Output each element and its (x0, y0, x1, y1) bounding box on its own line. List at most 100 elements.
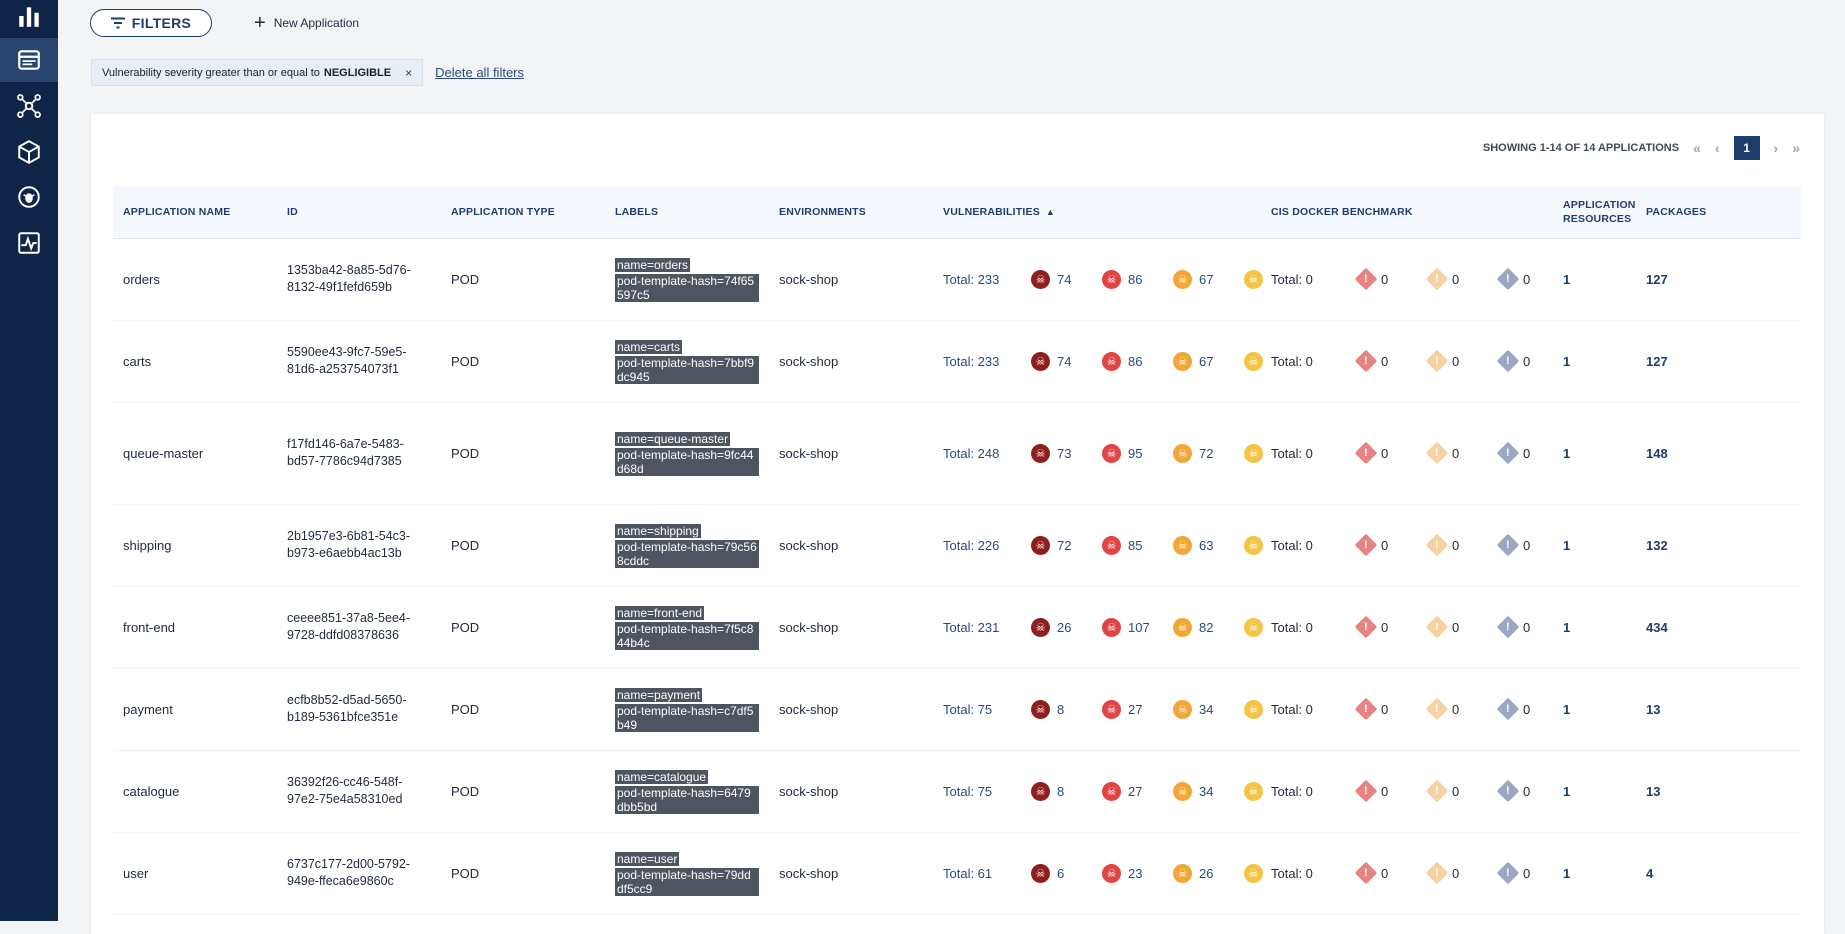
app-packages[interactable]: 434 (1646, 619, 1668, 635)
cis-note[interactable]: ! 0 (1496, 320, 1530, 402)
vuln-critical[interactable]: ☠ 26 (1031, 586, 1071, 668)
vuln-total[interactable]: Total: 226 (943, 537, 1000, 553)
vuln-high[interactable]: ☠ 86 (1102, 320, 1142, 402)
cis-warn[interactable]: ! 0 (1354, 402, 1388, 504)
column-header-name[interactable]: APPLICATION NAME (123, 206, 231, 218)
cis-info[interactable]: ! 0 (1425, 320, 1459, 402)
nav-packages[interactable] (0, 130, 58, 174)
vuln-low[interactable]: ☠ (1244, 402, 1263, 504)
vuln-low[interactable]: ☠ (1244, 586, 1263, 668)
cis-total[interactable]: Total: 0 (1271, 353, 1313, 369)
app-packages[interactable]: 148 (1646, 445, 1668, 461)
app-packages[interactable]: 127 (1646, 271, 1668, 287)
vuln-medium[interactable]: ☠ 82 (1173, 586, 1213, 668)
cis-total[interactable]: Total: 0 (1271, 783, 1313, 799)
app-packages[interactable]: 127 (1646, 353, 1668, 369)
vuln-critical[interactable]: ☠ 74 (1031, 238, 1071, 320)
app-name[interactable]: catalogue (123, 783, 180, 799)
cis-info[interactable]: ! 0 (1425, 668, 1459, 750)
app-resources[interactable]: 1 (1563, 619, 1571, 635)
nav-monitoring[interactable] (0, 221, 58, 265)
first-page-icon[interactable]: « (1693, 140, 1701, 156)
cis-info[interactable]: ! 0 (1425, 586, 1459, 668)
cis-total[interactable]: Total: 0 (1271, 701, 1313, 717)
vuln-low[interactable]: ☠ (1244, 750, 1263, 832)
vuln-total[interactable]: Total: 231 (943, 619, 1000, 635)
app-name[interactable]: orders (123, 271, 160, 287)
cis-info[interactable]: ! 0 (1425, 238, 1459, 320)
cis-info[interactable]: ! 0 (1425, 750, 1459, 832)
table-row[interactable]: orders 1353ba42-8a85-5d76- 8132-49f1fefd6… (113, 238, 1801, 321)
column-header-labels[interactable]: LABELS (615, 206, 659, 218)
next-page-icon[interactable]: › (1773, 140, 1779, 156)
vuln-medium[interactable]: ☠ 67 (1173, 320, 1213, 402)
table-row[interactable]: catalogue 36392f26-cc46-548f- 97e2-75e4a5… (113, 750, 1801, 833)
nav-network[interactable] (0, 84, 58, 128)
cis-info[interactable]: ! 0 (1425, 402, 1459, 504)
app-packages[interactable]: 13 (1646, 701, 1661, 717)
cis-total[interactable]: Total: 0 (1271, 865, 1313, 881)
cis-total[interactable]: Total: 0 (1271, 271, 1313, 287)
cis-note[interactable]: ! 0 (1496, 586, 1530, 668)
vuln-medium[interactable]: ☠ 26 (1173, 832, 1213, 914)
cis-warn[interactable]: ! 0 (1354, 586, 1388, 668)
column-header-id[interactable]: ID (287, 206, 298, 218)
current-page-button[interactable]: 1 (1733, 136, 1760, 160)
cis-warn[interactable]: ! 0 (1354, 504, 1388, 586)
vuln-medium[interactable]: ☠ 72 (1173, 402, 1213, 504)
column-header-vulnerabilities[interactable]: VULNERABILITIES ▲ (943, 186, 1055, 238)
table-row[interactable]: queue-master f17fd146-6a7e-5483- bd57-778… (113, 402, 1801, 505)
cis-warn[interactable]: ! 0 (1354, 750, 1388, 832)
vuln-total[interactable]: Total: 248 (943, 445, 1000, 461)
vuln-medium[interactable]: ☠ 34 (1173, 668, 1213, 750)
cis-info[interactable]: ! 0 (1425, 832, 1459, 914)
table-row[interactable]: front-end ceeee851-37a8-5ee4- 9728-ddfd08… (113, 586, 1801, 669)
app-name[interactable]: queue-master (123, 445, 204, 461)
app-packages[interactable]: 132 (1646, 537, 1668, 553)
cis-total[interactable]: Total: 0 (1271, 445, 1313, 461)
app-packages[interactable]: 13 (1646, 783, 1661, 799)
column-header-type[interactable]: APPLICATION TYPE (451, 206, 555, 218)
vuln-high[interactable]: ☠ 86 (1102, 238, 1142, 320)
nav-dashboard[interactable] (0, 0, 58, 38)
app-resources[interactable]: 1 (1563, 271, 1571, 287)
cis-warn[interactable]: ! 0 (1354, 832, 1388, 914)
vuln-critical[interactable]: ☠ 8 (1031, 750, 1064, 832)
column-header-cis-benchmark[interactable]: CIS DOCKER BENCHMARK (1271, 206, 1413, 218)
vuln-medium[interactable]: ☠ 67 (1173, 238, 1213, 320)
cis-info[interactable]: ! 0 (1425, 504, 1459, 586)
table-row[interactable]: payment ecfb8b52-d5ad-5650- b189-5361bfce… (113, 668, 1801, 751)
app-resources[interactable]: 1 (1563, 865, 1571, 881)
vuln-low[interactable]: ☠ (1244, 320, 1263, 402)
nav-vulnerabilities[interactable] (0, 175, 58, 219)
last-page-icon[interactable]: » (1792, 140, 1800, 156)
vuln-critical[interactable]: ☠ 72 (1031, 504, 1071, 586)
cis-note[interactable]: ! 0 (1496, 750, 1530, 832)
vuln-total[interactable]: Total: 233 (943, 353, 1000, 369)
app-packages[interactable]: 4 (1646, 865, 1654, 881)
vuln-total[interactable]: Total: 75 (943, 701, 993, 717)
vuln-low[interactable]: ☠ (1244, 668, 1263, 750)
column-header-packages[interactable]: PACKAGES (1646, 206, 1707, 218)
cis-total[interactable]: Total: 0 (1271, 537, 1313, 553)
vuln-critical[interactable]: ☠ 73 (1031, 402, 1071, 504)
vuln-low[interactable]: ☠ (1244, 238, 1263, 320)
app-resources[interactable]: 1 (1563, 537, 1571, 553)
cis-note[interactable]: ! 0 (1496, 504, 1530, 586)
cis-note[interactable]: ! 0 (1496, 238, 1530, 320)
vuln-critical[interactable]: ☠ 6 (1031, 832, 1064, 914)
vuln-low[interactable]: ☠ (1244, 832, 1263, 914)
column-header-environments[interactable]: ENVIRONMENTS (779, 206, 866, 218)
cis-note[interactable]: ! 0 (1496, 832, 1530, 914)
new-application-button[interactable]: + New Application (254, 13, 359, 33)
vuln-high[interactable]: ☠ 95 (1102, 402, 1142, 504)
table-row[interactable]: user 6737c177-2d00-5792- 949e-ffeca6e9860… (113, 832, 1801, 915)
app-name[interactable]: carts (123, 353, 152, 369)
app-name[interactable]: shipping (123, 537, 172, 553)
vuln-high[interactable]: ☠ 27 (1102, 668, 1142, 750)
prev-page-icon[interactable]: ‹ (1714, 140, 1720, 156)
cis-total[interactable]: Total: 0 (1271, 619, 1313, 635)
vuln-high[interactable]: ☠ 23 (1102, 832, 1142, 914)
vuln-total[interactable]: Total: 233 (943, 271, 1000, 287)
cis-note[interactable]: ! 0 (1496, 402, 1530, 504)
